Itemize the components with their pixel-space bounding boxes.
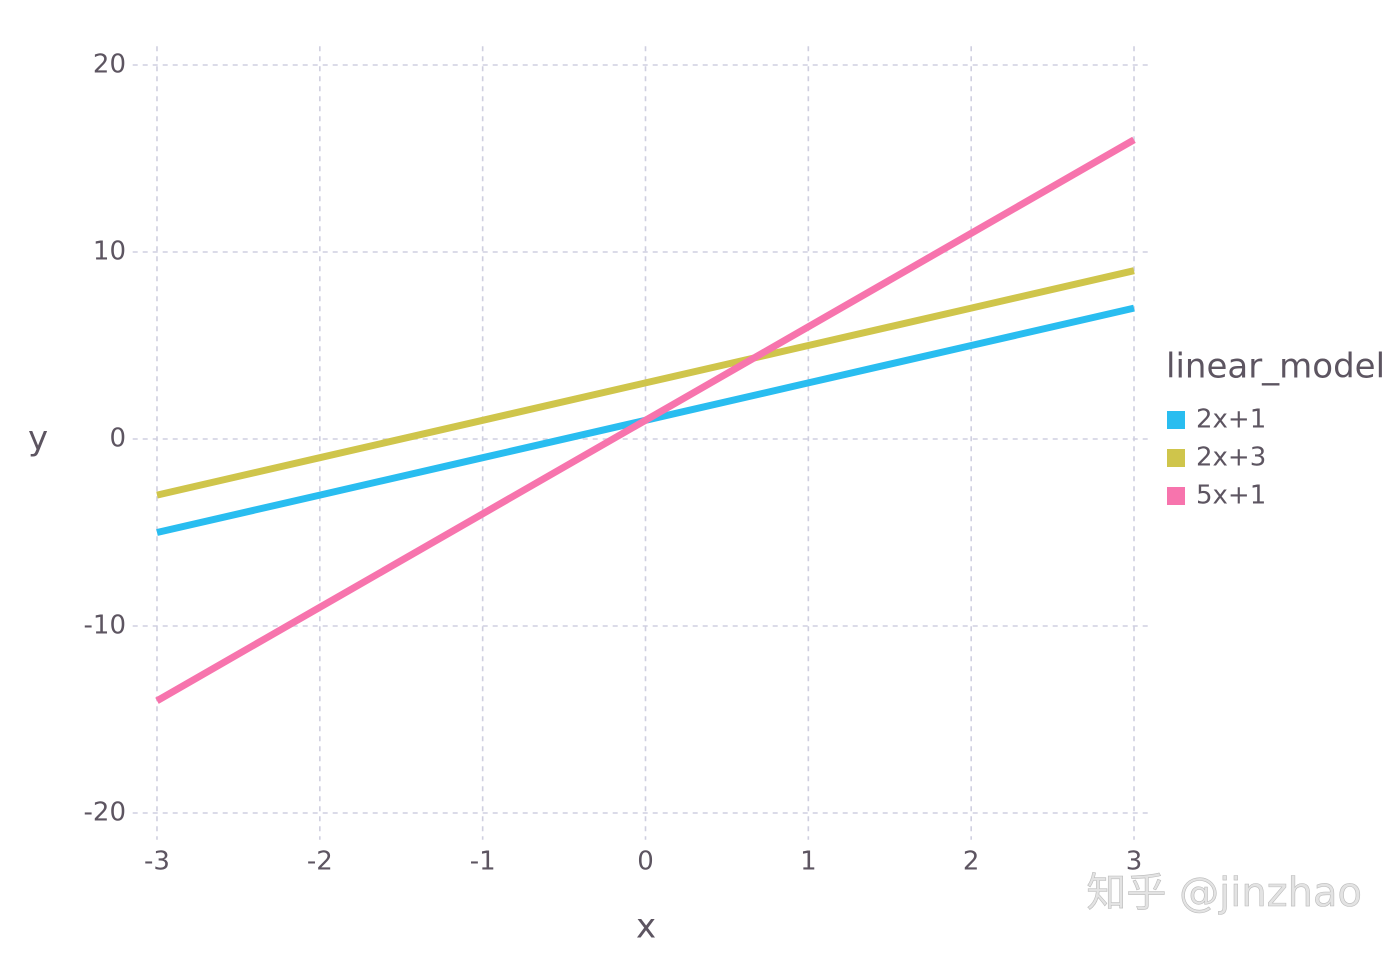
x-tick-label: 2: [963, 847, 980, 877]
watermark: 知乎 @jinzhao: [1086, 870, 1362, 916]
y-axis-label: y: [28, 419, 48, 459]
y-tick-label: 20: [93, 50, 126, 80]
legend-label: 2x+1: [1196, 405, 1266, 435]
y-tick-label: 0: [109, 424, 126, 454]
line-series: [155, 136, 1136, 704]
x-axis-label: x: [636, 907, 656, 947]
y-tick-label: -20: [84, 798, 126, 828]
legend-label: 2x+3: [1196, 443, 1266, 473]
legend-swatch: [1167, 487, 1185, 505]
x-tick-label: 1: [800, 847, 817, 877]
legend-title: linear_model: [1166, 347, 1385, 387]
legend-swatch: [1167, 411, 1185, 429]
line-series: [156, 267, 1135, 499]
legend-label: 5x+1: [1196, 481, 1266, 511]
x-tick-label: 3: [1126, 847, 1143, 877]
x-tick-label: 0: [637, 847, 654, 877]
x-tick-label: -3: [144, 847, 170, 877]
legend-swatch: [1167, 449, 1185, 467]
y-tick-label: 10: [93, 237, 126, 267]
x-tick-label: -1: [470, 847, 496, 877]
x-tick-label: -2: [307, 847, 333, 877]
y-tick-label: -10: [84, 611, 126, 641]
